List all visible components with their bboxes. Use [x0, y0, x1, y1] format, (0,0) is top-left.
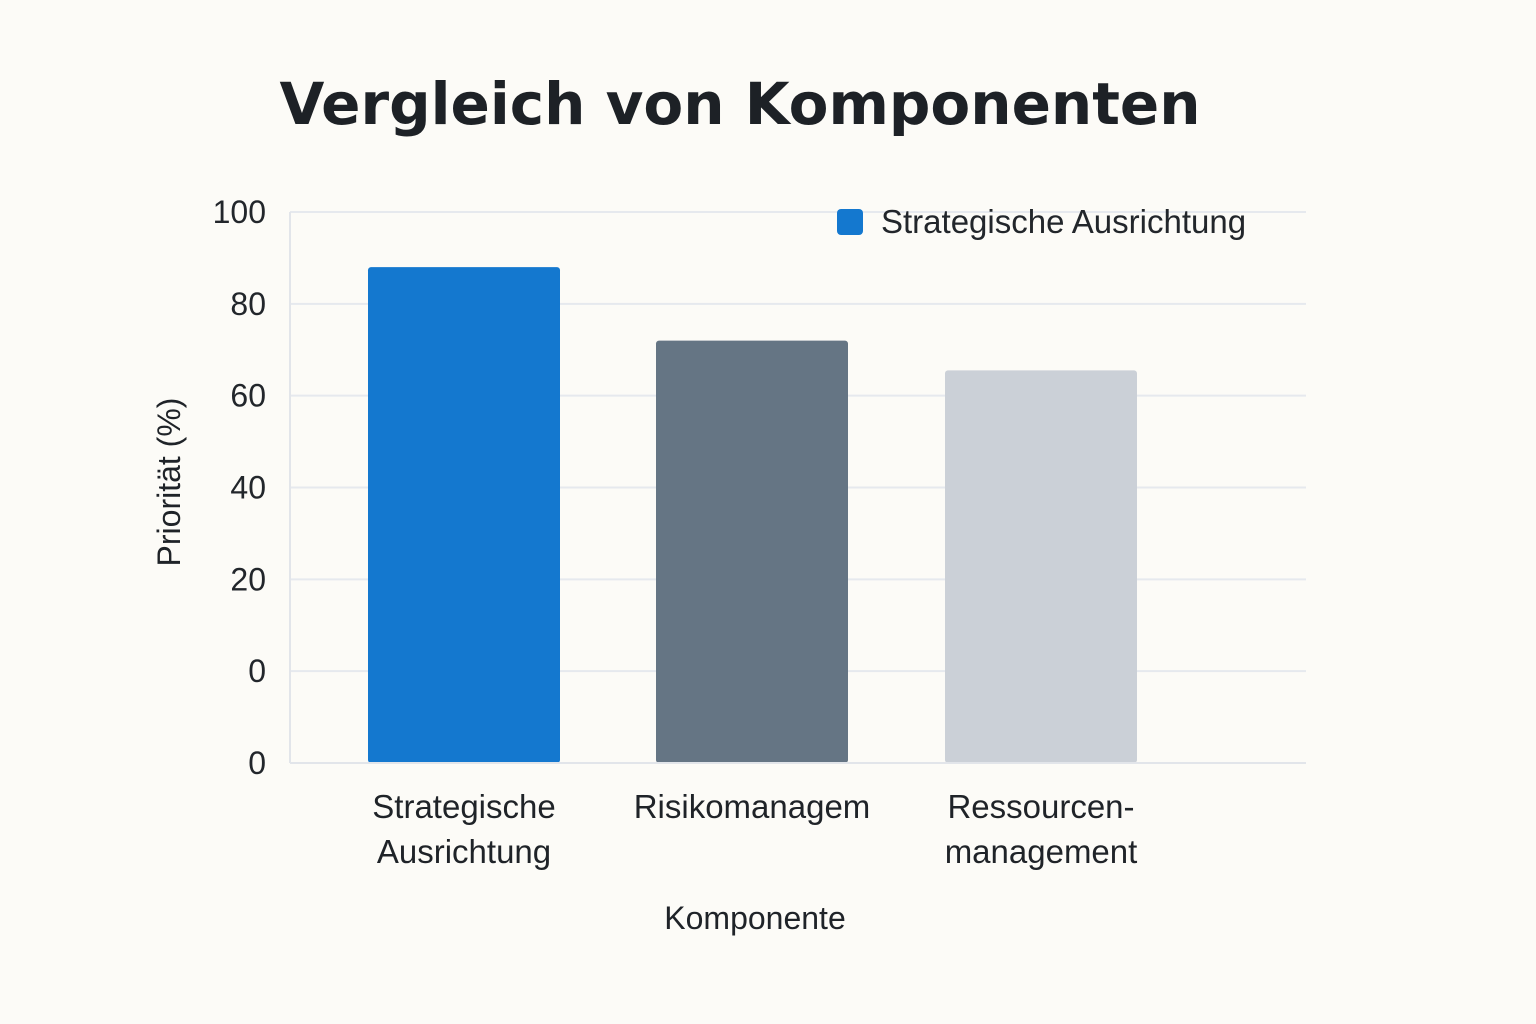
- x-category-label: Strategische Ausrichtung: [372, 788, 555, 870]
- y-tick-label: 0: [248, 745, 266, 781]
- x-axis-categories: Strategische Ausrichtung Risikomanagem Ress…: [372, 788, 1137, 870]
- chart-title: Vergleich von Komponenten: [279, 70, 1200, 138]
- bars: [368, 267, 1137, 763]
- y-tick-label: 0: [248, 653, 266, 689]
- x-axis-label: Komponente: [664, 900, 845, 936]
- x-category-label: Risikomanagem: [634, 788, 871, 825]
- bar: [368, 267, 560, 763]
- bar: [656, 340, 848, 763]
- legend-swatch: [837, 209, 863, 235]
- y-tick-label: 100: [213, 194, 266, 230]
- x-category-label: Ressourcen-management: [945, 788, 1138, 870]
- y-axis-ticks: 100 80 60 40 20 0 0: [213, 194, 266, 781]
- y-axis-label: Priorität (%): [151, 398, 187, 567]
- y-tick-label: 40: [230, 470, 266, 506]
- bar: [945, 370, 1137, 763]
- legend: Strategische Ausrichtung: [837, 203, 1246, 240]
- legend-label: Strategische Ausrichtung: [881, 203, 1246, 240]
- y-tick-label: 60: [230, 378, 266, 414]
- y-tick-label: 80: [230, 286, 266, 322]
- y-tick-label: 20: [230, 561, 266, 597]
